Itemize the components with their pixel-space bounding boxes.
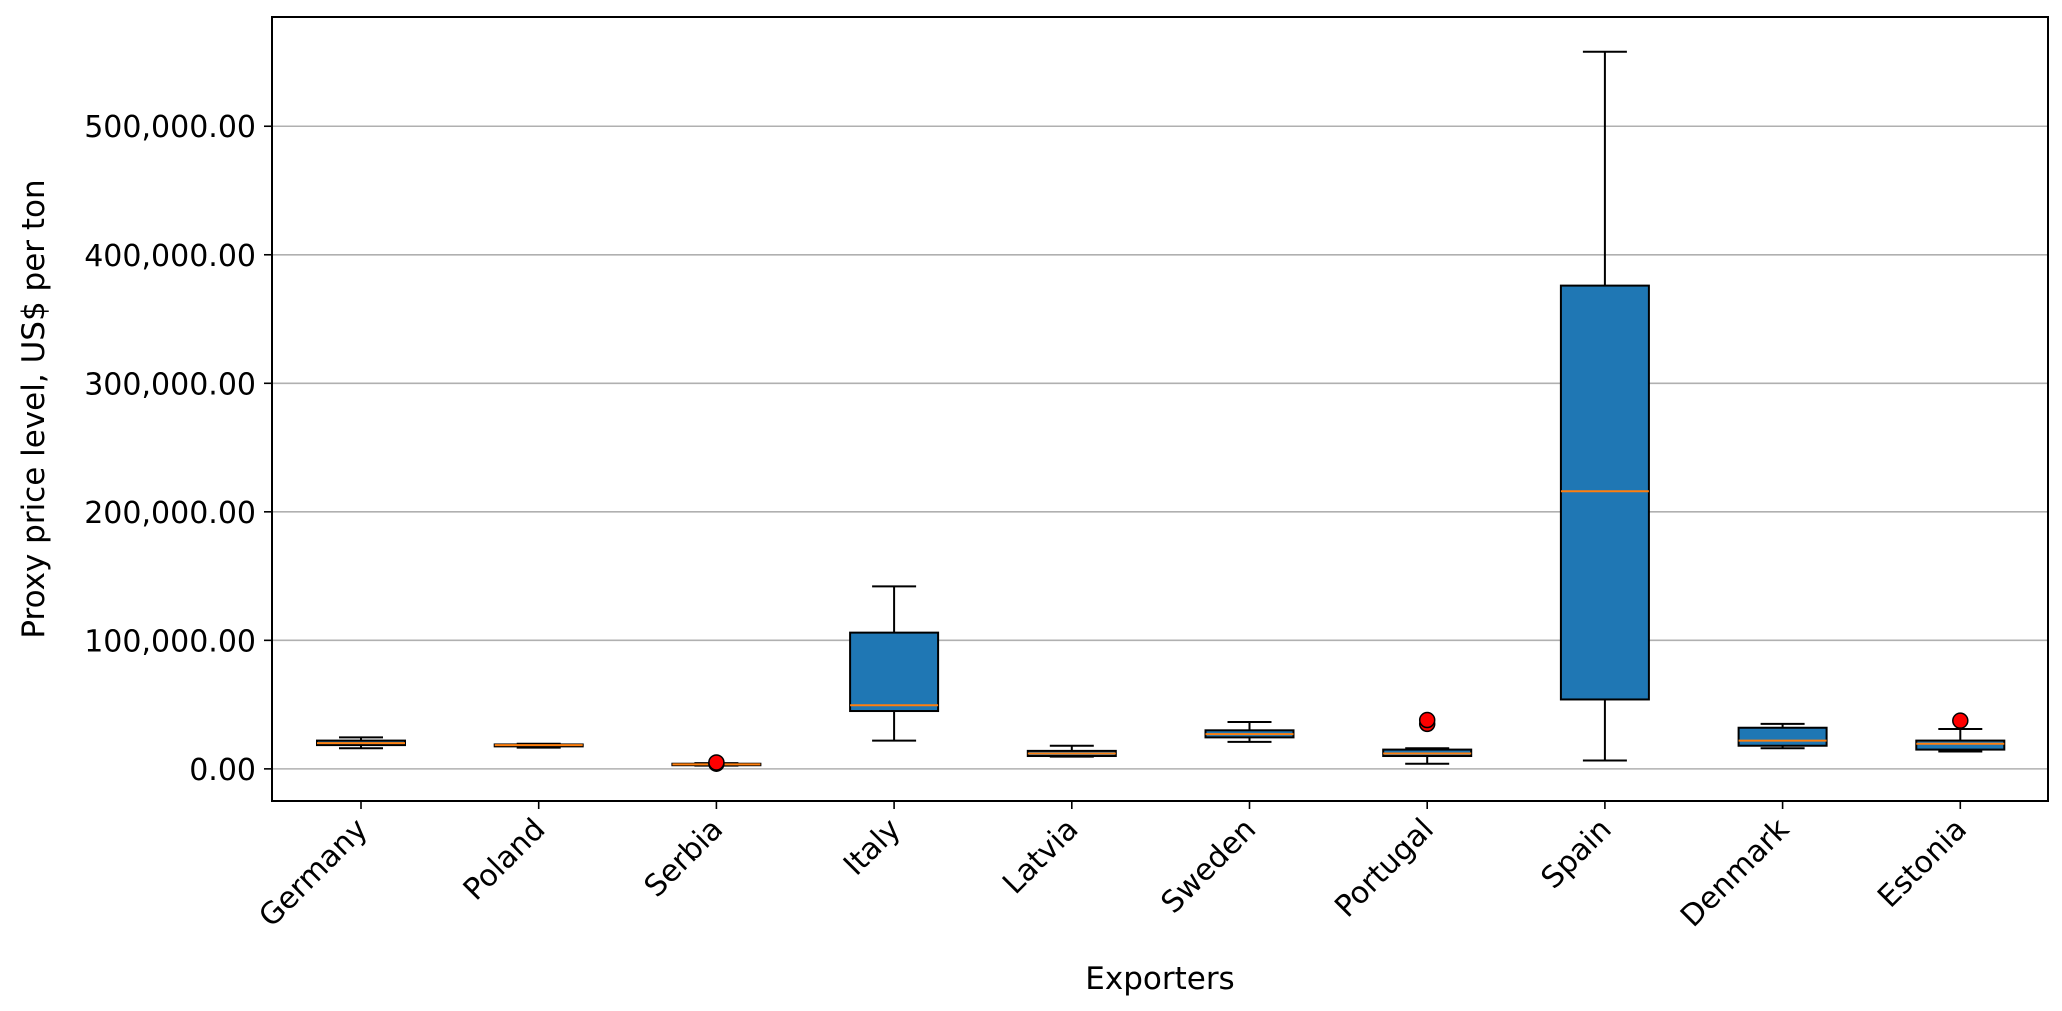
box-iqr [1737, 726, 1828, 747]
box-spain [1559, 50, 1650, 762]
box-denmark [1737, 722, 1828, 750]
y-tick-label: 500,000.00 [84, 110, 256, 145]
x-tick-label: Italy [837, 812, 908, 883]
outlier-point [1418, 711, 1436, 729]
box-iqr [849, 631, 940, 713]
box-estonia [1915, 712, 2006, 753]
plot-frame [271, 16, 2049, 802]
box-italy [849, 585, 940, 742]
x-tick-label: Serbia [638, 812, 730, 904]
box-iqr [1915, 739, 2006, 751]
box-series [316, 50, 2006, 772]
box-poland [493, 742, 584, 749]
x-tick-label: Denmark [1674, 811, 1797, 934]
outlier-point [1952, 712, 1969, 729]
box-sweden [1204, 720, 1295, 743]
x-axis-label: Exporters [1085, 961, 1234, 997]
y-axis-label: Proxy price level, US$ per ton [16, 179, 52, 638]
y-tick-label: 400,000.00 [84, 239, 256, 274]
y-tick-label: 100,000.00 [84, 624, 256, 659]
x-tick-label: Spain [1535, 812, 1619, 896]
x-tick-label: Sweden [1155, 812, 1264, 921]
y-tick-label: 0.00 [189, 753, 256, 788]
x-axis: Germany Poland Serbia Italy Latvia Sweden Port… [252, 801, 1974, 934]
box-serbia [671, 754, 762, 772]
x-tick-label: Portugal [1328, 812, 1441, 925]
box-portugal [1382, 711, 1473, 765]
outlier-point [708, 754, 725, 771]
x-tick-label: Germany [252, 812, 374, 934]
x-tick-label: Poland [457, 812, 553, 908]
y-tick-label: 200,000.00 [84, 496, 256, 531]
box-germany [316, 736, 406, 750]
x-tick-label: Estonia [1871, 812, 1974, 915]
x-tick-label: Latvia [996, 812, 1085, 901]
y-tick-label: 300,000.00 [84, 367, 256, 402]
box-latvia [1026, 744, 1117, 758]
y-axis: 0.00 100,000.00 200,000.00 300,000.00 400,00… [84, 110, 272, 788]
box-iqr [1559, 284, 1650, 701]
gridlines [272, 125, 2048, 770]
